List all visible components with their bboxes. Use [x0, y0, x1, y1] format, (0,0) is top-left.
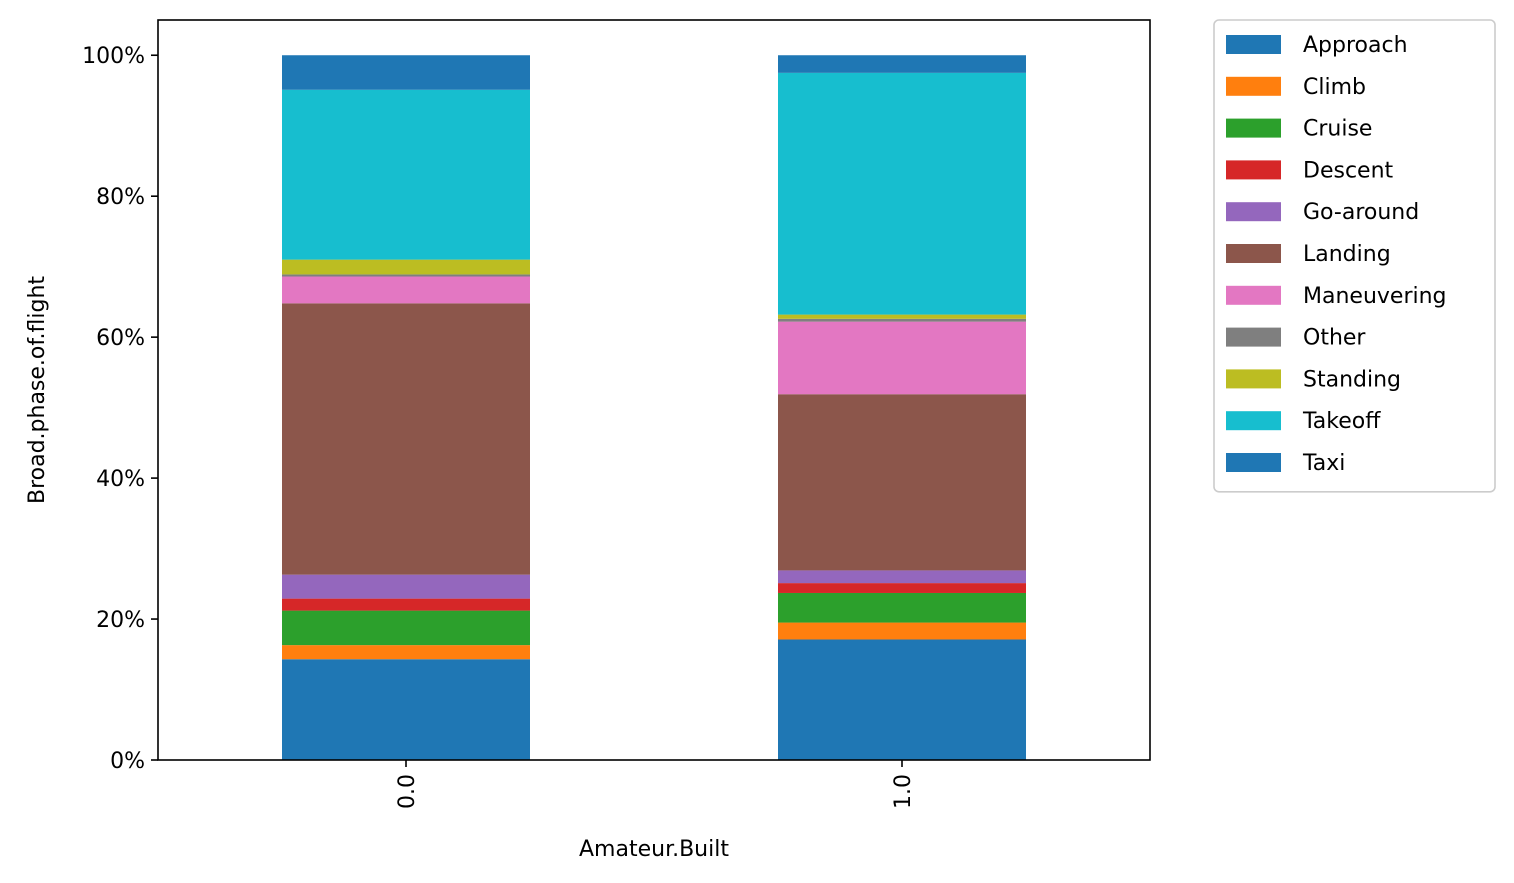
bar-segment-taxi-1.0 [778, 55, 1026, 73]
legend-swatch-taxi [1226, 453, 1281, 472]
bar-segment-takeoff-0.0 [282, 89, 530, 260]
x-tick-label: 1.0 [891, 774, 916, 809]
x-axis: 0.0 1.0 [395, 760, 916, 809]
y-axis: 0% 20% 40% 60% 80% 100% [82, 44, 158, 774]
bar-segment-landing-0.0 [282, 303, 530, 575]
x-axis-title: Amateur.Built [579, 837, 729, 862]
legend-swatch-other [1226, 327, 1281, 347]
legend-label-taxi: Taxi [1302, 451, 1345, 476]
y-tick-label: 40% [96, 467, 145, 492]
x-tick-label: 0.0 [395, 774, 420, 809]
legend-label-climb: Climb [1303, 75, 1366, 100]
bar-segment-other-0.0 [282, 274, 530, 277]
y-tick-label: 80% [96, 185, 145, 210]
legend-swatch-takeoff [1226, 411, 1281, 431]
legend-swatch-cruise [1226, 118, 1281, 138]
plot-frame [157, 19, 1151, 761]
bar-segment-other-1.0 [778, 318, 1026, 322]
bar-segment-go-around-0.0 [282, 574, 530, 599]
bar-segment-descent-1.0 [778, 583, 1026, 593]
legend-label-maneuvering: Maneuvering [1303, 284, 1447, 309]
bar-segment-takeoff-1.0 [778, 72, 1026, 315]
y-tick-label: 100% [82, 44, 145, 69]
bar-segment-cruise-1.0 [778, 592, 1026, 623]
bar-segment-descent-0.0 [282, 598, 530, 611]
bar-segment-landing-1.0 [778, 394, 1026, 571]
legend-label-other: Other [1303, 326, 1366, 351]
legend-swatch-descent [1226, 160, 1281, 180]
legend-swatch-landing [1226, 244, 1281, 263]
legend-swatch-go-around [1226, 202, 1281, 222]
legend-swatch-maneuvering [1226, 285, 1281, 305]
bar-segment-standing-0.0 [282, 259, 530, 275]
y-axis-title: Broad.phase.of.flight [25, 276, 50, 504]
bar-segment-climb-0.0 [282, 645, 530, 660]
legend-swatch-standing [1226, 369, 1281, 389]
bar-segment-cruise-0.0 [282, 610, 530, 646]
legend-label-standing: Standing [1303, 367, 1401, 392]
bar-segment-go-around-1.0 [778, 570, 1026, 584]
y-tick-label: 0% [110, 749, 145, 774]
bar-segment-approach-1.0 [778, 639, 1026, 760]
bars-group [282, 55, 1026, 760]
bar-segment-taxi-0.0 [282, 55, 530, 90]
legend-swatch-approach [1226, 35, 1281, 54]
legend-label-takeoff: Takeoff [1302, 409, 1381, 434]
legend-label-approach: Approach [1303, 33, 1408, 58]
bar-segment-standing-1.0 [778, 314, 1026, 319]
y-tick-label: 20% [96, 608, 145, 633]
bar-segment-maneuvering-1.0 [778, 321, 1026, 395]
bar-segment-approach-0.0 [282, 659, 530, 760]
legend-label-go-around: Go-around [1303, 200, 1419, 225]
legend-label-landing: Landing [1303, 242, 1391, 267]
legend-swatch-climb [1226, 76, 1281, 96]
bar-segment-maneuvering-0.0 [282, 276, 530, 304]
legend: Approach Climb Cruise Descent Go-around Landi… [1213, 19, 1496, 493]
legend-frame [1213, 19, 1496, 493]
y-tick-label: 60% [96, 326, 145, 351]
legend-label-cruise: Cruise [1303, 117, 1372, 142]
bar-segment-climb-1.0 [778, 622, 1026, 640]
legend-label-descent: Descent [1303, 158, 1394, 183]
